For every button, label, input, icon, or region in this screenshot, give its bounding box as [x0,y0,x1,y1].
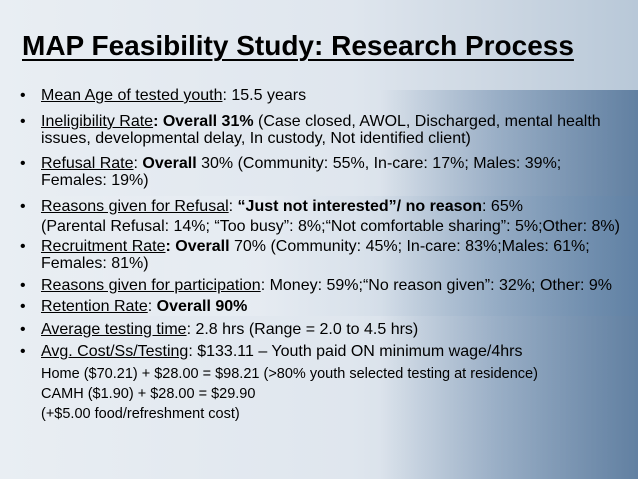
bullet-ineligibility-rate: • Ineligibility Rate: Overall 31% (Case … [20,113,622,148]
item-bold: : Overall [165,237,230,255]
item-subtext: (Parental Refusal: 14%; “Too busy”: 8%;“… [41,218,620,235]
item-bold: : Overall 31% [153,112,254,130]
bullet-dot: • [20,197,26,215]
item-label: Reasons given for Refusal [41,197,229,215]
item-label: Recruitment Rate [41,237,166,255]
bullet-retention-rate: • Retention Rate: Overall 90% [20,298,622,316]
bullet-dot: • [20,154,26,172]
bullet-refusal-rate: • Refusal Rate: Overall 30% (Community: … [20,155,622,190]
bullet-testing-time: • Average testing time: 2.8 hrs (Range =… [20,321,622,339]
item-text: 30% (Community: 55%, In-care: 17%; Males… [41,154,562,190]
item-label: Mean Age of tested youth [41,87,223,104]
item-text: : 2.8 hrs (Range = 2.0 to 4.5 hrs) [186,320,419,338]
cost-home-line: Home ($70.21) + $28.00 = $98.21 (>80% yo… [41,365,538,382]
bullet-dot: • [20,276,26,294]
bullet-mean-age: • Mean Age of tested youth: 15.5 years [20,87,622,105]
item-text: 70% (Community: 45%; In-care: 83%;Males:… [41,237,590,273]
bullet-dot: • [20,237,26,255]
item-label: Refusal Rate [41,154,134,172]
item-label: Avg. Cost/Ss/Testing [41,343,189,360]
background-shade [380,90,638,479]
bullet-dot: • [20,87,26,104]
item-pre: : [133,154,143,172]
background-stripe [0,196,638,316]
cost-camh-line: CAMH ($1.90) + $28.00 = $29.90 [41,385,256,402]
bullet-participation-reasons: • Reasons given for participation: Money… [20,277,622,295]
item-text: : Money: 59%;“No reason given”: 32%; Oth… [260,276,612,294]
bullet-refusal-reasons: • Reasons given for Refusal: “Just not i… [20,198,622,236]
slide-title: MAP Feasibility Study: Research Process [22,30,574,61]
item-label: Average testing time [41,320,187,338]
item-text: (Case closed, AWOL, Discharged, mental h… [41,112,601,148]
item-text: : 15.5 years [222,87,307,104]
item-label: Retention Rate [41,298,148,315]
bullet-dot: • [20,343,26,360]
item-bold: “Just not interested”/ no reason [237,197,483,215]
bullet-dot: • [20,320,26,338]
item-bold: Overall 90% [156,298,248,315]
item-text: : 65% [482,197,523,215]
item-label: Ineligibility Rate [41,112,154,130]
bullet-list: • Mean Age of tested youth: 15.5 years •… [20,87,622,424]
item-pre: : [228,197,238,215]
bullet-dot: • [20,112,26,130]
item-pre: : [147,298,157,315]
item-bold: Overall [142,154,197,172]
cost-food-line: (+$5.00 food/refreshment cost) [41,405,240,422]
item-label: Reasons given for participation [41,276,261,294]
bullet-avg-cost: • Avg. Cost/Ss/Testing: $133.11 – Youth … [20,343,622,424]
bullet-recruitment-rate: • Recruitment Rate: Overall 70% (Communi… [20,238,622,273]
bullet-dot: • [20,298,26,315]
item-text: : $133.11 – Youth paid ON minimum wage/4… [188,343,523,360]
